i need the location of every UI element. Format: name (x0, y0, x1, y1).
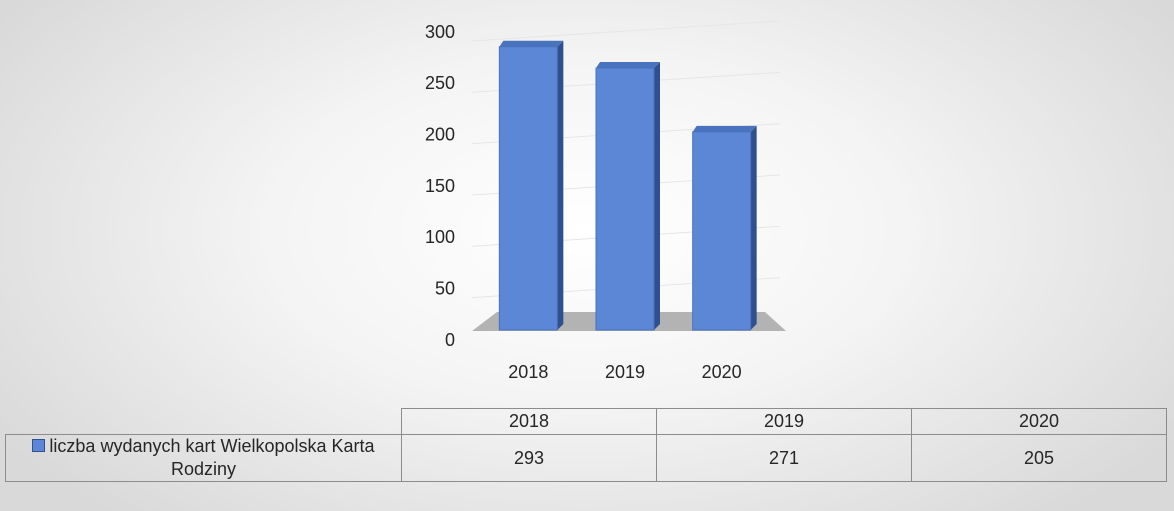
series-label-cell: liczba wydanych kart Wielkopolska Karta … (5, 434, 402, 482)
bar-top (499, 40, 564, 47)
grid-line (471, 20, 781, 42)
y-tick-label: 100 (425, 227, 455, 247)
bar-top (596, 62, 660, 69)
table-value-cell: 271 (656, 434, 912, 482)
table-header-cell: 2020 (911, 408, 1167, 435)
table-value-cell: 293 (401, 434, 657, 482)
bar (595, 67, 655, 331)
legend-label: liczba wydanych kart Wielkopolska Karta … (49, 436, 375, 479)
x-tick-label: 2020 (702, 362, 742, 382)
y-tick-label: 50 (435, 278, 455, 298)
bar (692, 131, 752, 331)
bar-side (654, 62, 660, 331)
bar-side (557, 40, 564, 331)
table-header-cell: 2018 (401, 408, 657, 435)
x-tick-label: 2018 (508, 362, 548, 382)
chart: 0 50 100 150 200 250 300 2018 2019 2020 (425, 20, 786, 382)
y-tick-label: 200 (425, 124, 455, 144)
bar (498, 46, 558, 331)
table-header-cell: 2019 (656, 408, 912, 435)
data-table: 2018 2019 2020 liczba wydanych kart Wielko… (5, 408, 1167, 482)
x-tick-label: 2019 (605, 362, 645, 382)
bar-side (750, 125, 757, 330)
y-tick-label: 0 (445, 330, 455, 350)
y-tick-label: 150 (425, 176, 455, 196)
blank-cell (6, 409, 402, 435)
legend-key (32, 439, 46, 452)
y-tick-label: 300 (425, 22, 455, 42)
y-tick-label: 250 (425, 73, 455, 93)
bar-top (692, 125, 757, 132)
table-value-cell: 205 (911, 434, 1167, 482)
